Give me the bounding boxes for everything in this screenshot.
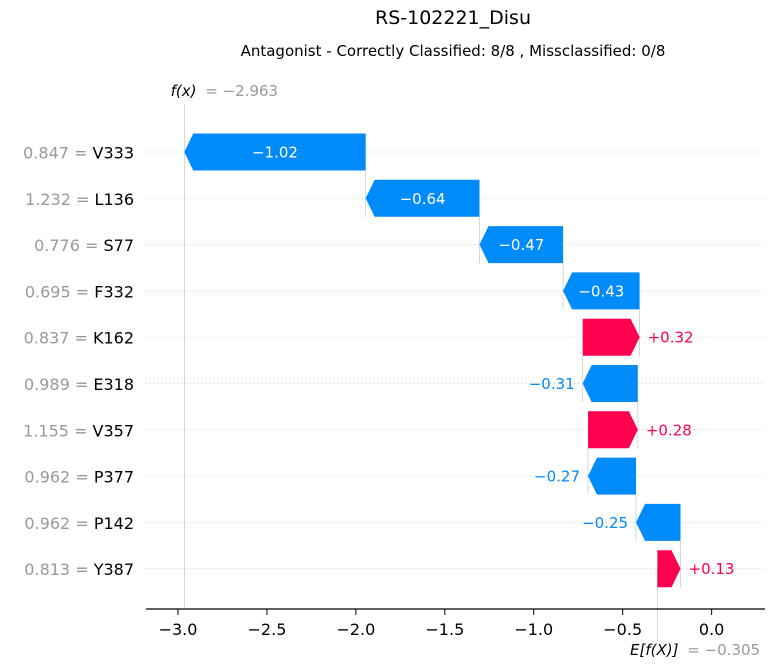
feature-labels: 0.847 = V333 1.232 = L136 0.776 = S77 0.695… xyxy=(23,144,134,580)
bar-e318 xyxy=(582,365,638,402)
bar-value-label: −0.25 xyxy=(582,514,628,532)
fx-value: = −2.963 xyxy=(205,82,278,100)
bar-v333 xyxy=(184,133,366,171)
bar-l136 xyxy=(365,179,480,217)
feature-label-k162: 0.837 = K162 xyxy=(24,329,134,348)
feature-label-p142: 0.962 = P142 xyxy=(24,514,134,533)
bar-value-label: −0.43 xyxy=(578,282,624,300)
bar-value-label: +0.28 xyxy=(646,421,692,439)
bar-value-label: −0.64 xyxy=(400,190,446,208)
x-tick-label: −3.0 xyxy=(159,620,198,639)
feature-label-p377: 0.962 = P377 xyxy=(24,468,134,487)
bar-value-label: −0.27 xyxy=(534,468,580,486)
bar-v357 xyxy=(588,411,638,449)
x-tick-label: −2.5 xyxy=(248,620,287,639)
feature-label-y387: 0.813 = Y387 xyxy=(24,560,134,579)
bar-s77 xyxy=(479,226,564,264)
chart-title: RS-102221_Disu xyxy=(375,7,531,29)
bar-value-label: −0.31 xyxy=(529,375,575,393)
x-tick-label: −2.0 xyxy=(336,620,375,639)
bar-f332 xyxy=(563,272,640,310)
x-tick-label: −1.0 xyxy=(514,620,553,639)
x-tick-label: −0.5 xyxy=(603,620,642,639)
efx-value: = −0.305 xyxy=(687,641,760,659)
bar-y387 xyxy=(657,550,681,588)
feature-label-s77: 0.776 = S77 xyxy=(34,236,134,255)
bar-value-label: +0.32 xyxy=(648,329,694,347)
x-tick-label: 0.0 xyxy=(699,620,724,639)
bar-value-label: −1.02 xyxy=(252,144,298,162)
chart-subtitle: Antagonist - Correctly Classified: 8/8 ,… xyxy=(240,42,666,60)
feature-label-f332: 0.695 = F332 xyxy=(25,282,134,301)
bar-value-label: +0.13 xyxy=(689,560,735,578)
fx-label: f(x) xyxy=(171,82,197,100)
x-tick-label: −1.5 xyxy=(425,620,464,639)
feature-label-l136: 1.232 = L136 xyxy=(25,190,134,209)
bar-p142 xyxy=(636,503,681,541)
feature-label-v333: 0.847 = V333 xyxy=(23,144,134,163)
x-axis: −3.0 −2.5 −2.0 −1.5 −1.0 −0.5 0.0 xyxy=(146,608,765,639)
feature-label-v357: 1.155 = V357 xyxy=(23,421,134,440)
feature-label-e318: 0.989 = E318 xyxy=(24,375,134,394)
bar-value-label: −0.47 xyxy=(498,236,544,254)
fx-annotation: f(x) = −2.963 xyxy=(171,82,279,100)
efx-label: E[f(X)] xyxy=(630,641,679,659)
bars: −1.02 −0.64 −0.47 −0.43 +0.32 −0.31 +0.28 −0.27… xyxy=(184,133,735,588)
bar-p377 xyxy=(588,457,637,495)
bar-k162 xyxy=(582,318,640,356)
efx-annotation: E[f(X)] = −0.305 xyxy=(630,641,760,659)
